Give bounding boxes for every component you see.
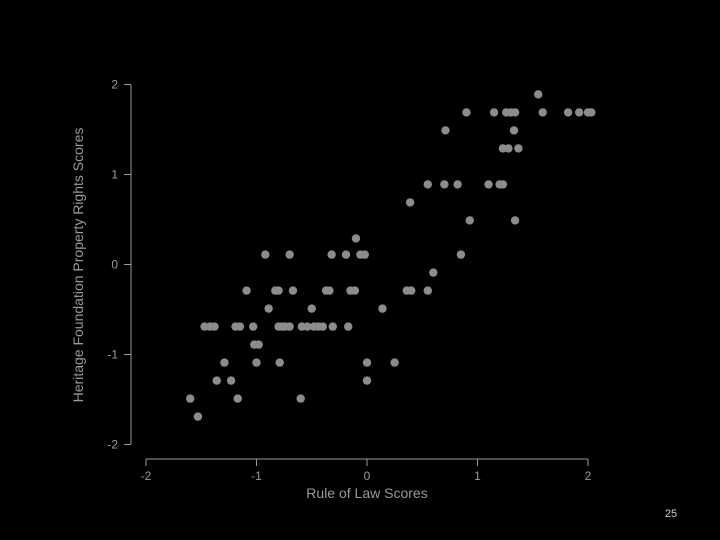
x-tick-label: -1 (251, 469, 262, 483)
data-point (233, 394, 242, 403)
data-point (220, 358, 229, 367)
data-point (489, 108, 499, 117)
data-point (212, 376, 221, 385)
data-point (325, 286, 334, 295)
data-point (563, 108, 573, 117)
data-point (285, 250, 294, 259)
data-point (242, 286, 251, 295)
data-points (186, 90, 596, 421)
data-point (328, 322, 337, 331)
data-point (407, 286, 416, 295)
data-point (274, 286, 283, 295)
x-axis-title: Rule of Law Scores (306, 485, 427, 501)
data-point (441, 126, 450, 135)
data-point (514, 144, 523, 153)
data-point (423, 286, 432, 295)
data-point (510, 108, 520, 117)
data-point (423, 180, 432, 189)
data-point (510, 216, 520, 225)
data-point (587, 108, 596, 117)
data-point (534, 90, 543, 99)
slide-number: 25 (664, 508, 678, 520)
data-point (360, 250, 369, 259)
y-tick-label: -2 (107, 438, 118, 452)
data-point (456, 250, 466, 259)
data-point (350, 286, 360, 295)
x-tick-label: 1 (474, 469, 481, 483)
data-point (453, 180, 462, 189)
data-point (344, 322, 353, 331)
data-point (362, 376, 372, 385)
data-point (275, 358, 284, 367)
data-point (574, 108, 584, 117)
data-point (285, 322, 294, 331)
data-point (390, 358, 399, 367)
data-point (288, 286, 298, 295)
data-point (509, 126, 519, 135)
data-point (504, 144, 513, 153)
y-tick-label: 2 (111, 78, 118, 92)
data-point (235, 322, 245, 331)
data-point (252, 358, 261, 367)
y-tick-label: 0 (111, 258, 118, 272)
x-axis: -2 -1 0 1 2 (141, 458, 592, 483)
data-point (440, 180, 449, 189)
data-point (210, 322, 219, 331)
data-point (307, 304, 316, 313)
data-point (261, 250, 270, 259)
data-point (341, 250, 351, 259)
data-point (405, 198, 415, 207)
data-point (462, 108, 471, 117)
data-point (429, 268, 438, 277)
data-point (254, 340, 263, 349)
data-point (264, 304, 273, 313)
data-point (378, 304, 387, 313)
y-tick-label: 1 (111, 168, 118, 182)
data-point (303, 322, 312, 331)
data-point (484, 180, 493, 189)
data-point (226, 376, 236, 385)
data-point (362, 358, 372, 367)
x-tick-label: 2 (585, 469, 592, 483)
y-axis-title: Heritage Foundation Property Rights Scor… (70, 128, 86, 403)
data-point (498, 180, 508, 189)
data-point (296, 394, 305, 403)
x-tick-label: -2 (141, 469, 152, 483)
data-point (186, 394, 195, 403)
y-tick-label: -1 (107, 348, 118, 362)
data-point (465, 216, 474, 225)
y-axis: -2 -1 0 1 2 (107, 78, 132, 452)
data-point (351, 234, 361, 243)
data-point (248, 322, 258, 331)
x-tick-label: 0 (364, 469, 371, 483)
data-point (193, 412, 203, 421)
data-point (318, 322, 327, 331)
data-point (538, 108, 547, 117)
data-point (327, 250, 336, 259)
